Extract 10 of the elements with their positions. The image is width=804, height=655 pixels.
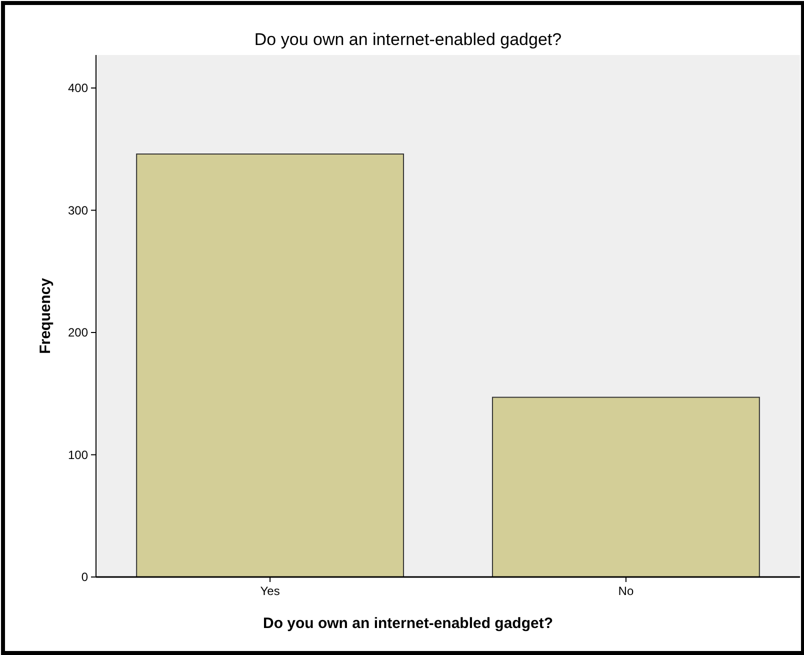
x-tick-label: Yes [260, 584, 280, 598]
y-tick-label: 300 [68, 203, 88, 218]
y-tick-label: 400 [68, 81, 88, 96]
y-tick-label: 0 [81, 570, 88, 584]
x-tick-label: No [618, 584, 634, 598]
y-axis-title: Frequency [37, 277, 54, 354]
y-tick-label: 200 [68, 326, 88, 340]
y-tick-label: 100 [68, 448, 88, 462]
chart-title: Do you own an internet-enabled gadget? [254, 30, 562, 49]
x-axis-title: Do you own an internet-enabled gadget? [262, 615, 554, 632]
